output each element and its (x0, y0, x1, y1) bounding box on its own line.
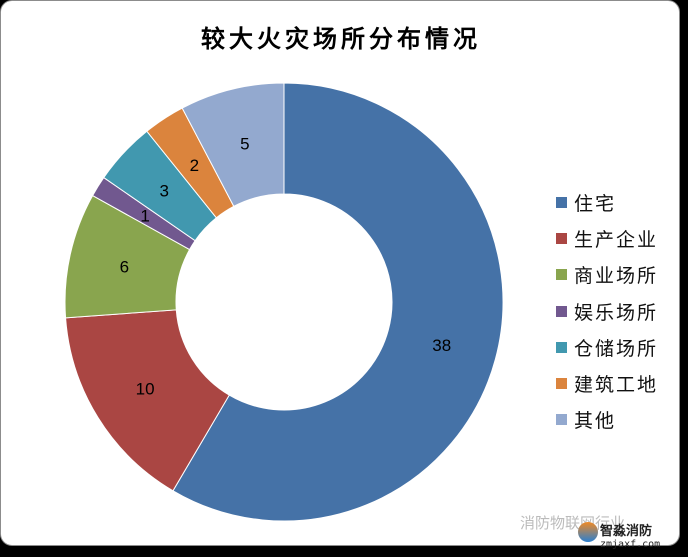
logo-url: zmjaxf.com (600, 539, 661, 550)
legend-item: 生产企业 (556, 220, 658, 256)
logo-name: 智淼消防 (600, 524, 653, 539)
legend-item: 其他 (556, 402, 658, 438)
logo-icon (578, 522, 598, 542)
legend-item: 商业场所 (556, 257, 658, 293)
legend-swatch (556, 414, 567, 426)
legend-swatch (556, 305, 567, 317)
wechat-watermark: 消防物联网行业 (520, 514, 626, 532)
legend-item: 住宅 (556, 184, 658, 220)
chart-title: 较大火灾场所分布情况 (201, 24, 481, 53)
data-label: 10 (136, 379, 155, 398)
legend-label: 仓储场所 (574, 337, 659, 360)
legend-label: 商业场所 (574, 265, 659, 288)
legend-item: 建筑工地 (556, 365, 658, 401)
legend-swatch (556, 378, 567, 390)
data-label: 1 (140, 207, 149, 226)
data-label: 3 (160, 182, 169, 201)
legend-swatch (556, 269, 567, 281)
legend: 住宅生产企业商业场所娱乐场所仓储场所建筑工地其他 (556, 184, 658, 438)
legend-swatch (556, 196, 567, 208)
legend-swatch (556, 232, 567, 244)
legend-label: 建筑工地 (574, 374, 659, 397)
logo-watermark: 智淼消防 zmjaxf.com (578, 520, 678, 550)
legend-label: 住宅 (574, 192, 617, 215)
donut-slice-1 (172, 82, 504, 522)
data-label: 2 (190, 156, 199, 175)
legend-item: 娱乐场所 (556, 293, 658, 329)
legend-swatch (556, 341, 567, 353)
data-label: 38 (432, 336, 451, 355)
donut-slice-2 (65, 309, 230, 492)
legend-label: 娱乐场所 (574, 301, 659, 324)
donut-slice-7 (181, 82, 285, 208)
legend-item: 仓储场所 (556, 329, 658, 365)
data-label: 5 (240, 134, 249, 153)
legend-label: 生产企业 (574, 228, 659, 251)
legend-label: 其他 (574, 410, 617, 433)
data-label: 6 (120, 258, 129, 277)
